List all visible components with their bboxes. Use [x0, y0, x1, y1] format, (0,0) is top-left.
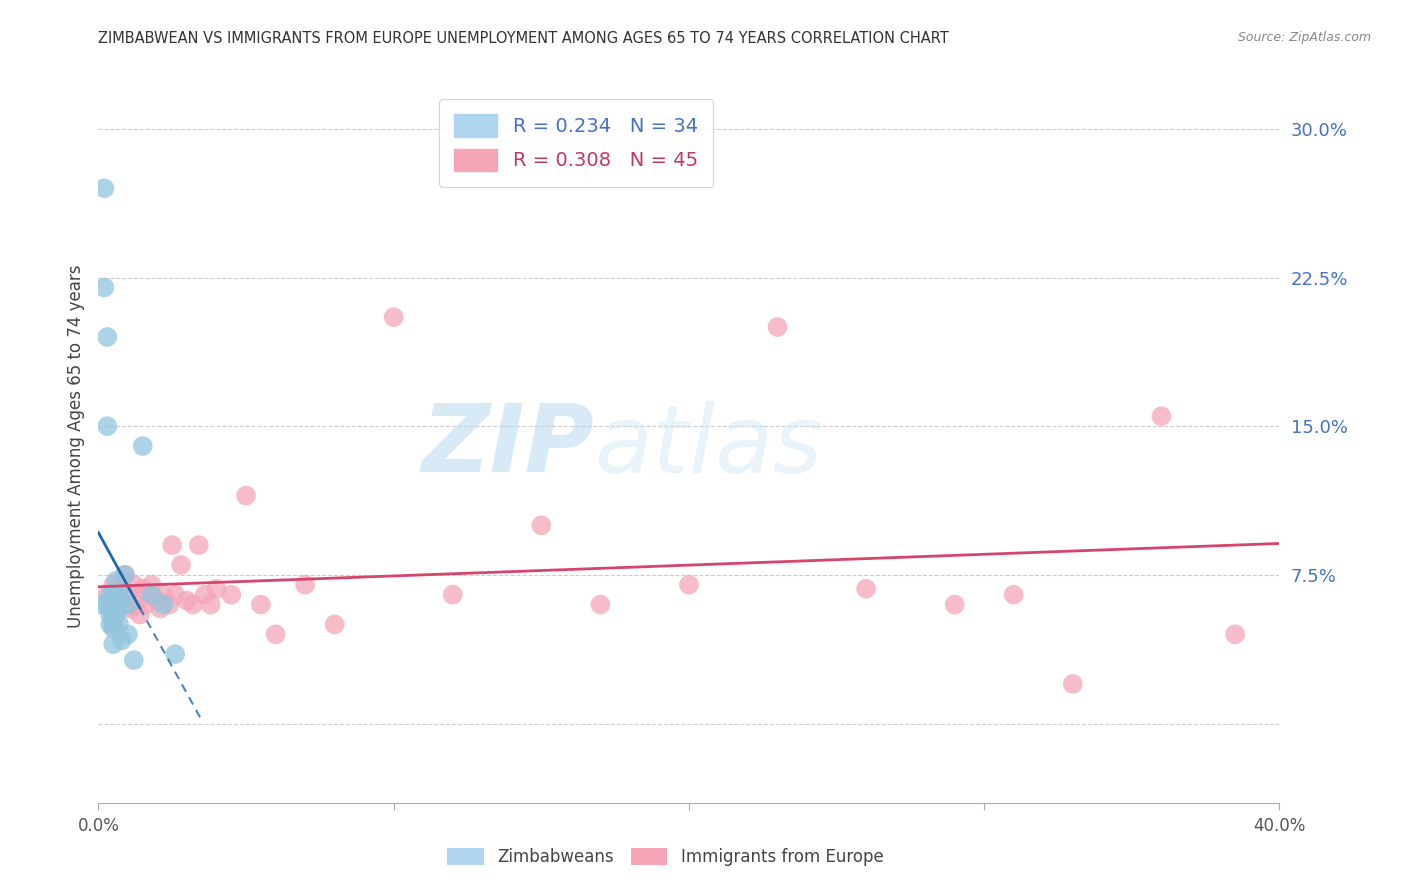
Text: Source: ZipAtlas.com: Source: ZipAtlas.com [1237, 31, 1371, 45]
Point [128, 607, 150, 622]
Point [103, 637, 125, 651]
Point [111, 588, 134, 602]
Point [141, 588, 163, 602]
Point [122, 653, 145, 667]
Point [108, 601, 131, 615]
Y-axis label: Unemployment Among Ages 65 to 74 years: Unemployment Among Ages 65 to 74 years [66, 264, 84, 628]
Point [103, 601, 125, 615]
Point [96, 419, 118, 434]
Point [111, 598, 134, 612]
Point [165, 588, 187, 602]
Point [93, 280, 115, 294]
Point [120, 601, 142, 615]
Point [96, 598, 118, 612]
Point [1223, 627, 1246, 641]
Point [205, 582, 228, 596]
Point [111, 633, 134, 648]
Text: ZIMBABWEAN VS IMMIGRANTS FROM EUROPE UNEMPLOYMENT AMONG AGES 65 TO 74 YEARS CORR: ZIMBABWEAN VS IMMIGRANTS FROM EUROPE UNE… [98, 31, 949, 46]
Point [162, 538, 183, 552]
Point [250, 598, 273, 612]
Point [103, 588, 125, 602]
Point [108, 593, 131, 607]
Point [90, 598, 112, 612]
Point [181, 598, 204, 612]
Point [125, 598, 148, 612]
Point [98, 588, 121, 602]
Point [323, 617, 346, 632]
Point [103, 598, 125, 612]
Point [165, 647, 187, 661]
Point [176, 593, 198, 607]
Point [135, 598, 157, 612]
Point [132, 439, 155, 453]
Point [382, 310, 405, 325]
Point [1062, 677, 1084, 691]
Point [96, 330, 118, 344]
Text: ZIP: ZIP [422, 400, 595, 492]
Point [122, 578, 145, 592]
Point [138, 588, 160, 602]
Point [105, 588, 128, 602]
Point [108, 582, 131, 596]
Point [103, 607, 125, 622]
Point [194, 588, 217, 602]
Point [152, 598, 174, 612]
Point [264, 627, 287, 641]
Text: atlas: atlas [595, 401, 823, 491]
Point [103, 617, 125, 632]
Point [114, 567, 136, 582]
Point [105, 607, 128, 622]
Point [98, 607, 121, 622]
Point [98, 617, 121, 632]
Point [219, 588, 242, 602]
Point [1150, 409, 1173, 424]
Point [114, 567, 136, 582]
Point [108, 617, 131, 632]
Point [117, 627, 139, 641]
Legend: Zimbabweans, Immigrants from Europe: Zimbabweans, Immigrants from Europe [440, 841, 890, 873]
Point [105, 574, 128, 588]
Point [152, 588, 174, 602]
Point [103, 621, 125, 635]
Point [146, 593, 169, 607]
Point [141, 578, 163, 592]
Point [117, 588, 139, 602]
Point [93, 181, 115, 195]
Point [157, 598, 180, 612]
Point [103, 578, 125, 592]
Point [589, 598, 612, 612]
Point [170, 558, 193, 572]
Point [855, 582, 877, 596]
Point [678, 578, 700, 592]
Point [235, 489, 257, 503]
Point [132, 582, 155, 596]
Point [187, 538, 209, 552]
Point [149, 601, 172, 615]
Point [1002, 588, 1025, 602]
Point [943, 598, 966, 612]
Point [117, 598, 139, 612]
Point [294, 578, 316, 592]
Point [98, 598, 121, 612]
Point [96, 588, 118, 602]
Point [766, 320, 789, 334]
Point [441, 588, 464, 602]
Point [200, 598, 222, 612]
Point [530, 518, 553, 533]
Point [105, 598, 128, 612]
